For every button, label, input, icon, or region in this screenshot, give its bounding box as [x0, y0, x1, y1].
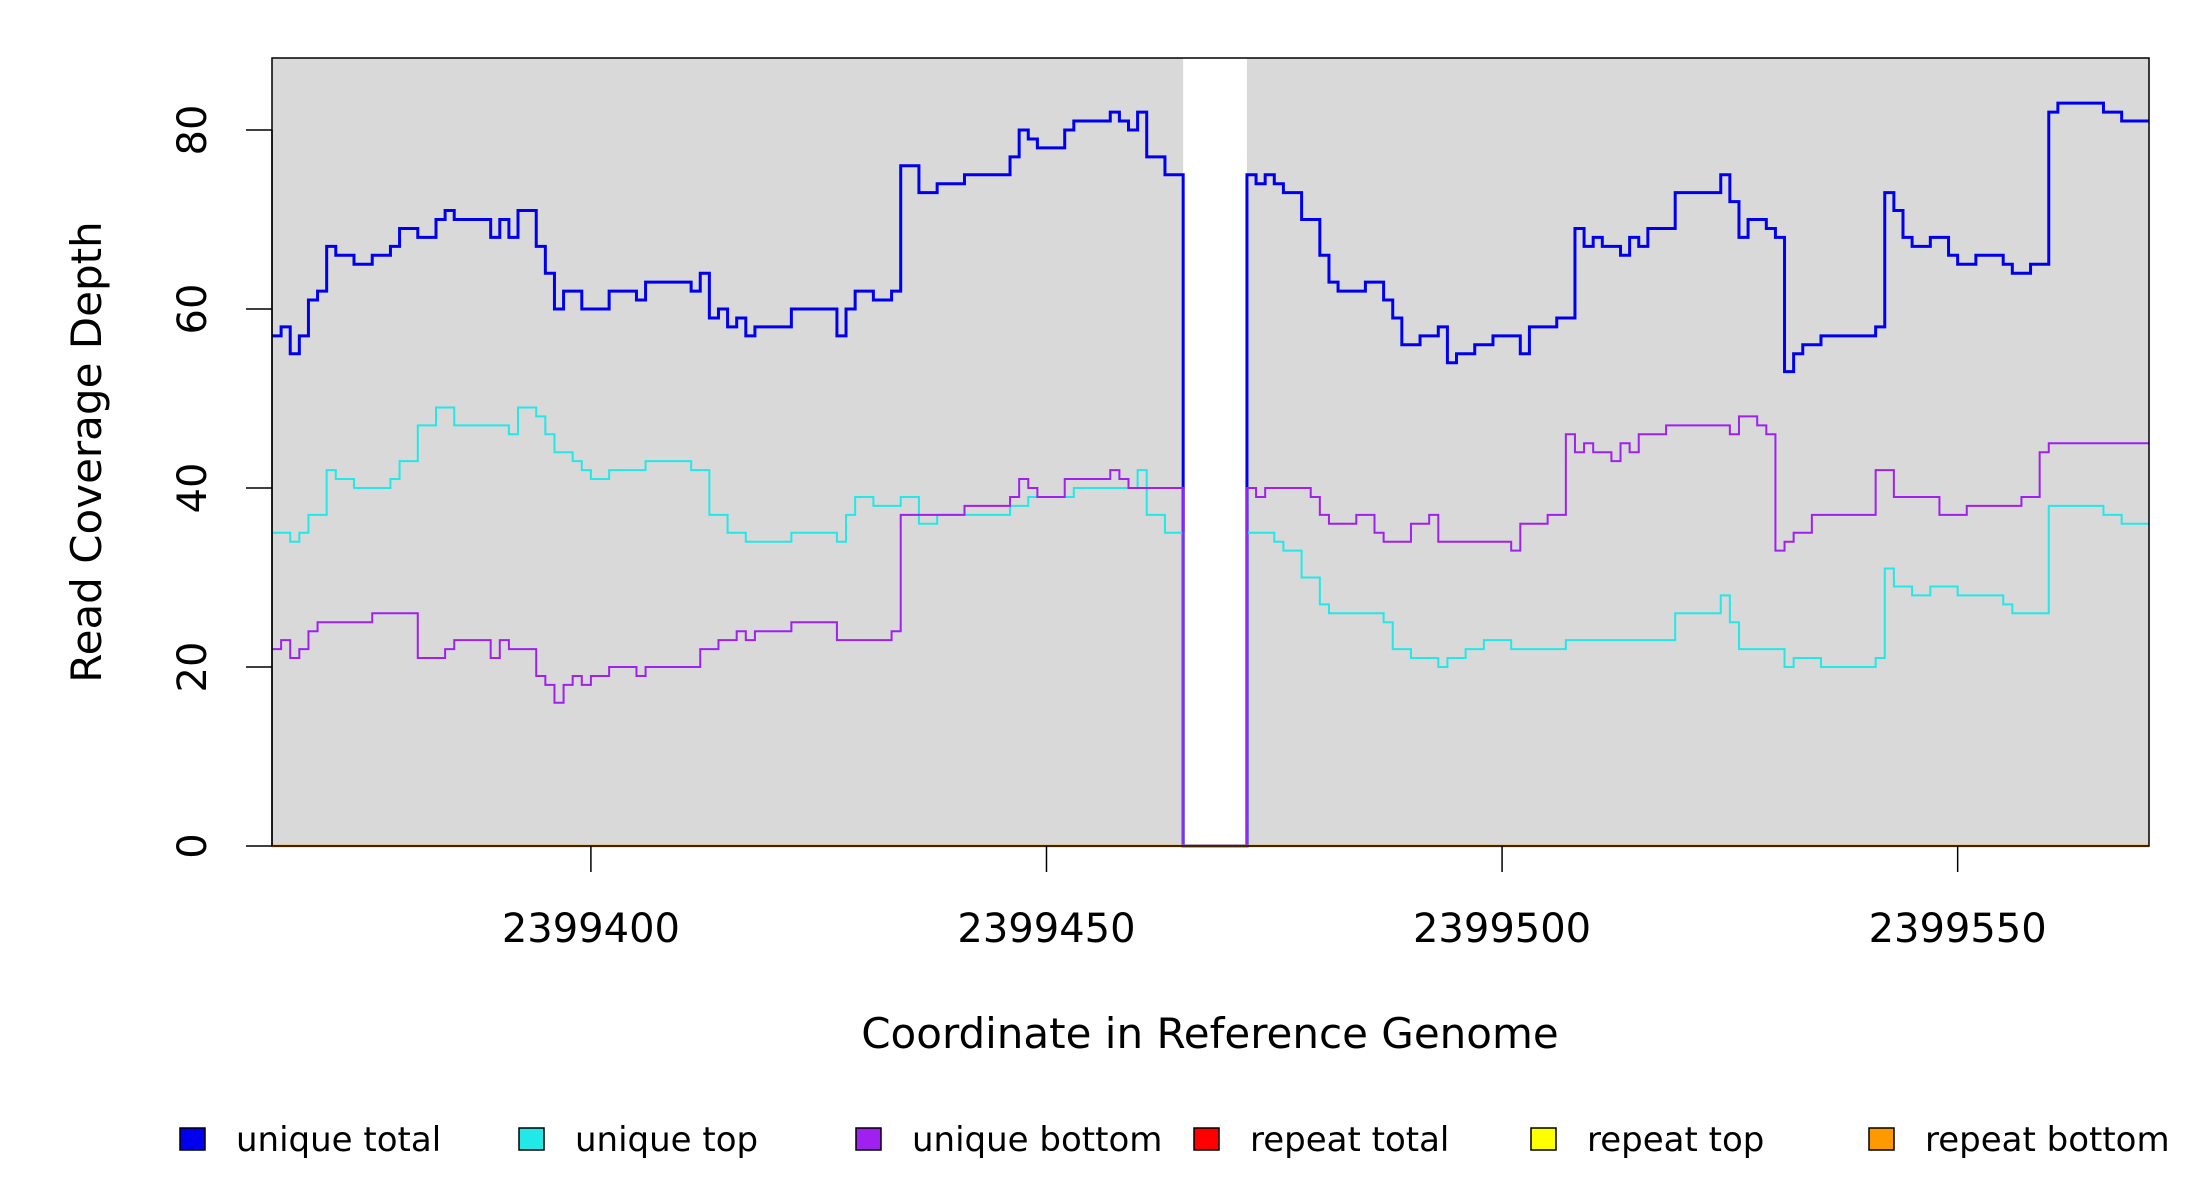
x-tick-label: 2399500	[1413, 906, 1591, 952]
legend-label: repeat total	[1250, 1120, 1449, 1160]
y-tick-label: 40	[170, 463, 216, 514]
x-tick-label: 2399400	[502, 906, 680, 952]
legend-label: unique total	[236, 1120, 441, 1160]
y-tick-label: 80	[170, 105, 216, 156]
legend: unique total unique top unique bottom repea…	[179, 1120, 2170, 1160]
y-tick-label: 20	[170, 642, 216, 693]
legend-label: unique bottom	[912, 1120, 1162, 1160]
legend-swatch	[518, 1127, 545, 1151]
series-unique-bottom	[272, 415, 2149, 847]
coverage-gap	[1183, 58, 1247, 846]
legend-swatch	[1868, 1127, 1895, 1151]
x-tick-label: 2399550	[1869, 906, 2047, 952]
legend-swatch	[1530, 1127, 1557, 1151]
y-tick-label: 0	[170, 833, 216, 858]
legend-label: repeat bottom	[1925, 1120, 2170, 1160]
legend-swatch	[855, 1127, 882, 1151]
y-tick-label: 60	[170, 284, 216, 335]
x-tick-label: 2399450	[957, 906, 1135, 952]
legend-swatch	[1193, 1127, 1220, 1151]
y-axis: 0 20 40 60 80	[170, 105, 273, 859]
y-axis-title: Read Coverage Depth	[62, 221, 111, 682]
x-axis-title: Coordinate in Reference Genome	[861, 1009, 1559, 1058]
legend-swatch	[179, 1127, 206, 1151]
legend-label: unique top	[575, 1120, 758, 1160]
x-axis: 2399400 2399450 2399500 2399550	[502, 846, 2047, 952]
series-unique-top	[272, 406, 2149, 847]
legend-label: repeat top	[1587, 1120, 1764, 1160]
